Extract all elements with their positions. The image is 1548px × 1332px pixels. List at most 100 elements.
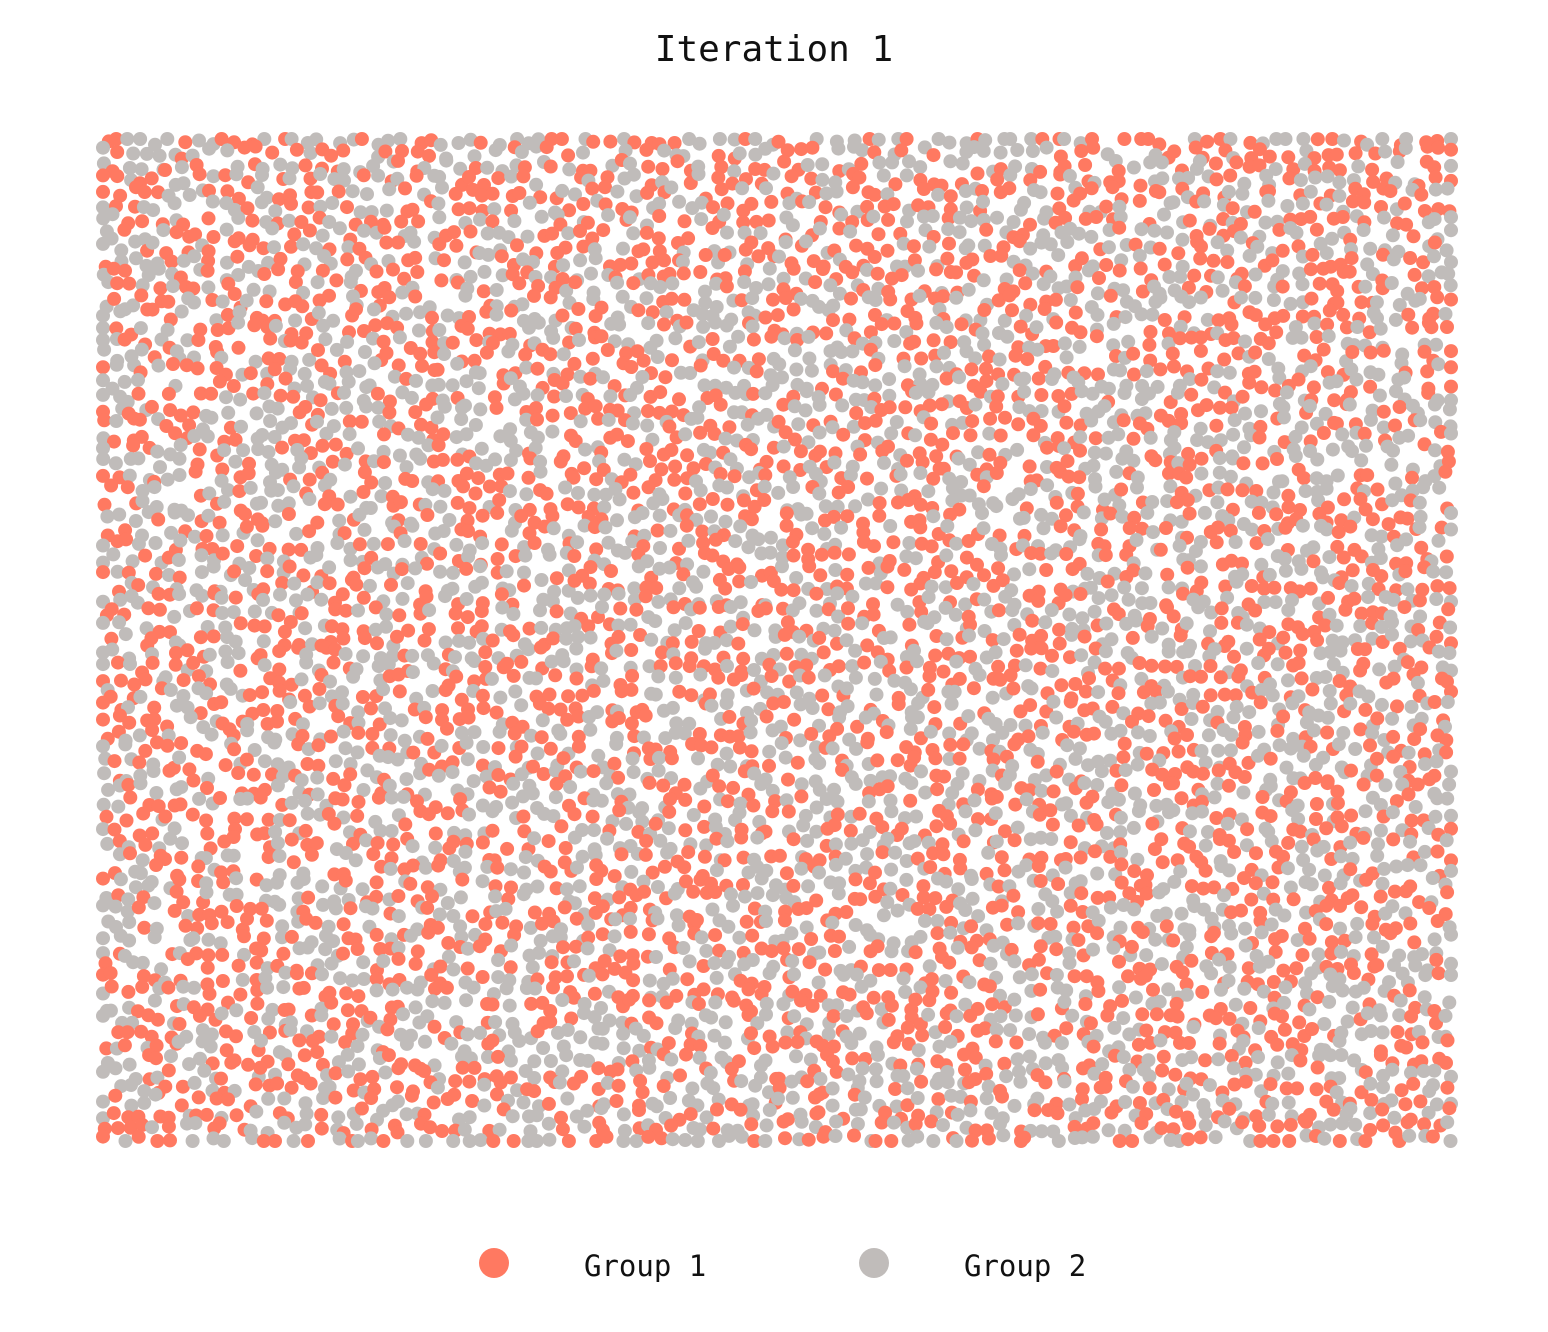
point-group-1: [468, 486, 483, 501]
point-group-1: [989, 399, 1004, 414]
point-group-2: [239, 293, 254, 308]
point-group-1: [1013, 319, 1028, 334]
point-group-1: [946, 426, 960, 441]
point-group-2: [265, 221, 280, 236]
point-group-2: [96, 452, 111, 466]
point-group-2: [1373, 321, 1388, 336]
point-group-1: [787, 712, 802, 727]
point-group-1: [1002, 181, 1017, 196]
point-group-1: [461, 524, 475, 538]
point-group-1: [1209, 172, 1224, 187]
point-group-2: [691, 167, 706, 181]
point-group-1: [1316, 342, 1331, 357]
point-group-2: [1036, 277, 1051, 292]
point-group-1: [1073, 587, 1088, 601]
plot-area: [96, 132, 1458, 1148]
point-group-2: [281, 496, 296, 511]
point-group-2: [220, 143, 235, 158]
point-group-1: [1365, 162, 1380, 177]
point-group-1: [1332, 163, 1347, 178]
point-group-1: [298, 158, 313, 173]
point-group-2: [943, 154, 958, 169]
point-group-2: [949, 536, 964, 551]
point-group-2: [672, 581, 687, 596]
point-group-2: [1261, 193, 1276, 208]
point-group-2: [1343, 835, 1358, 850]
point-group-2: [1019, 792, 1034, 807]
point-group-1: [1339, 320, 1354, 335]
point-group-1: [943, 816, 958, 831]
point-group-2: [937, 345, 951, 360]
point-group-1: [97, 497, 112, 512]
point-group-1: [415, 358, 429, 373]
point-group-2: [309, 548, 324, 563]
point-group-1: [636, 353, 651, 368]
point-group-2: [1342, 397, 1357, 412]
point-group-1: [322, 288, 336, 303]
point-group-1: [220, 307, 235, 322]
point-group-2: [302, 492, 317, 506]
point-group-1: [1325, 132, 1340, 146]
point-group-2: [294, 672, 309, 687]
point-group-2: [723, 759, 738, 774]
point-group-1: [357, 561, 372, 576]
point-group-1: [490, 505, 505, 520]
point-group-1: [868, 413, 883, 428]
point-group-1: [1223, 168, 1238, 183]
point-group-2: [231, 268, 246, 282]
point-group-2: [1280, 861, 1295, 876]
point-group-2: [337, 385, 351, 400]
point-group-1: [463, 224, 478, 239]
point-group-1: [548, 668, 563, 683]
point-group-1: [138, 672, 153, 687]
point-group-2: [1115, 451, 1130, 466]
point-group-2: [825, 420, 840, 435]
point-group-2: [1344, 579, 1359, 594]
point-group-1: [1252, 142, 1267, 157]
point-group-1: [502, 326, 517, 341]
point-group-2: [1207, 380, 1222, 395]
point-group-1: [1132, 656, 1147, 670]
point-group-1: [711, 670, 726, 685]
point-group-2: [848, 776, 863, 791]
point-group-2: [704, 509, 718, 524]
point-group-1: [1221, 634, 1236, 649]
point-group-2: [1400, 858, 1415, 873]
point-group-2: [195, 588, 210, 603]
point-group-1: [174, 850, 189, 865]
point-group-2: [282, 213, 297, 228]
point-group-2: [534, 209, 549, 224]
point-group-1: [758, 310, 773, 325]
point-group-1: [296, 433, 311, 448]
point-group-1: [712, 779, 727, 794]
point-group-1: [764, 669, 779, 683]
point-group-1: [751, 352, 766, 367]
point-group-2: [376, 682, 391, 697]
point-group-2: [1101, 381, 1116, 396]
point-group-2: [217, 443, 232, 458]
point-group-2: [976, 273, 991, 288]
point-group-2: [1057, 441, 1072, 456]
point-group-1: [261, 351, 276, 366]
point-group-2: [172, 468, 187, 482]
point-group-2: [626, 167, 641, 182]
point-group-1: [1312, 276, 1327, 291]
point-group-2: [959, 200, 974, 215]
point-group-2: [176, 176, 191, 191]
point-group-2: [1412, 291, 1427, 306]
point-group-1: [233, 663, 248, 678]
point-group-2: [1323, 696, 1338, 711]
point-group-2: [1059, 796, 1074, 811]
point-group-2: [968, 397, 983, 412]
point-group-2: [1265, 688, 1280, 703]
point-group-1: [626, 276, 641, 291]
point-group-2: [1408, 800, 1423, 814]
point-group-2: [248, 354, 263, 369]
point-group-1: [335, 792, 350, 807]
point-group-1: [1154, 832, 1169, 847]
point-group-2: [1354, 453, 1369, 468]
point-group-1: [311, 738, 326, 753]
point-group-2: [480, 160, 495, 175]
point-group-2: [578, 442, 593, 457]
point-group-2: [745, 291, 760, 306]
